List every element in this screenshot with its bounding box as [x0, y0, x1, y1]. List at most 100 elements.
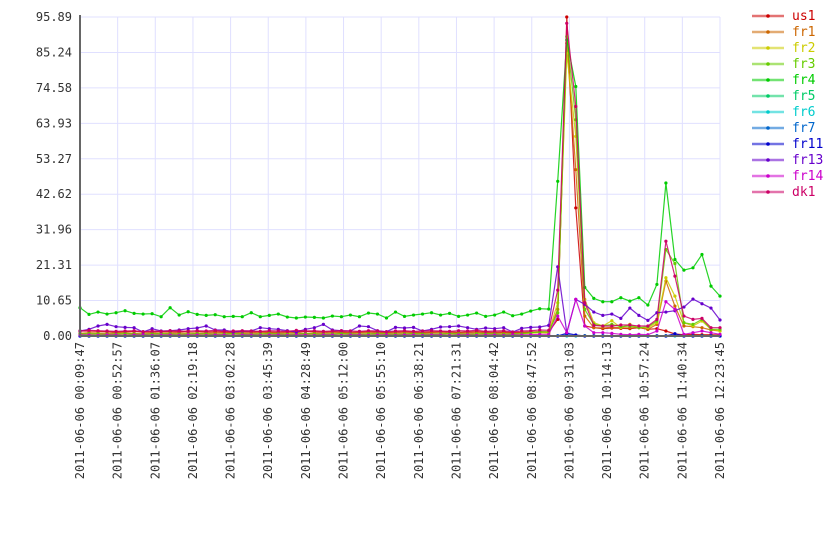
legend-marker	[766, 142, 770, 146]
data-point-fr4	[664, 181, 668, 185]
data-point-dk1	[123, 329, 127, 333]
data-point-fr4	[240, 315, 244, 319]
data-point-fr1	[682, 324, 686, 328]
legend-marker	[766, 78, 770, 82]
data-point-fr13	[258, 326, 262, 330]
x-tick-label: 2011-06-06 00:09:47	[73, 342, 87, 479]
data-point-fr13	[592, 310, 596, 314]
data-point-fr4	[195, 312, 199, 316]
data-point-fr3	[682, 321, 686, 325]
series-fr3	[78, 34, 722, 336]
x-tick-label: 2011-06-06 00:52:57	[111, 342, 125, 479]
legend-item-us1: us1	[752, 9, 815, 24]
data-point-fr14	[664, 300, 668, 304]
data-point-fr4	[114, 311, 118, 315]
data-point-fr4	[276, 312, 280, 316]
data-point-fr1	[592, 326, 596, 330]
data-point-fr13	[204, 324, 208, 328]
data-point-dk1	[411, 329, 416, 333]
data-point-dk1	[204, 329, 208, 333]
x-tick-label: 2011-06-06 12:23:45	[713, 342, 727, 479]
data-point-fr14	[601, 331, 605, 335]
data-point-fr13	[709, 306, 713, 310]
data-point-fr13	[366, 325, 371, 329]
legend-label: fr5	[792, 89, 815, 104]
data-point-fr4	[456, 314, 461, 318]
data-point-dk1	[610, 324, 614, 328]
data-point-fr13	[312, 326, 316, 330]
y-tick-label: 95.89	[36, 10, 72, 24]
data-point-fr4	[375, 312, 380, 316]
legend-item-fr2: fr2	[752, 41, 815, 56]
y-tick-label: 63.93	[36, 116, 72, 130]
legend-label: fr6	[792, 105, 815, 120]
data-point-fr4	[529, 309, 533, 313]
axes	[79, 15, 720, 337]
data-point-fr13	[438, 325, 443, 329]
data-point-fr4	[132, 311, 136, 315]
data-point-fr4	[438, 313, 443, 317]
series-line-fr13	[79, 266, 721, 333]
legend-label: fr11	[792, 137, 823, 152]
data-point-fr4	[700, 252, 704, 257]
data-point-fr4	[547, 307, 551, 311]
legend-item-fr6: fr6	[752, 105, 815, 120]
data-point-dk1	[213, 328, 217, 332]
y-tick-label: 53.27	[36, 152, 72, 166]
data-point-fr13	[447, 325, 452, 329]
series-line-us1	[80, 16, 721, 336]
data-point-fr4	[393, 310, 398, 314]
data-point-dk1	[303, 329, 307, 333]
data-point-fr13	[718, 318, 722, 322]
legend-marker	[766, 46, 770, 50]
legend-item-fr1: fr1	[752, 25, 815, 40]
legend-marker	[766, 110, 770, 114]
data-point-fr4	[150, 312, 154, 316]
data-point-fr14	[709, 331, 713, 335]
data-point-fr4	[267, 313, 271, 317]
x-tick-label: 2011-06-06 10:14:13	[600, 342, 614, 479]
data-point-dk1	[502, 329, 506, 333]
data-point-fr11	[673, 332, 677, 336]
legend-label: fr4	[792, 73, 816, 88]
data-point-fr4	[258, 315, 262, 319]
series-lines	[78, 15, 722, 338]
data-point-dk1	[592, 323, 596, 327]
data-point-fr4	[222, 315, 226, 319]
data-point-fr13	[502, 326, 506, 330]
data-point-dk1	[429, 329, 434, 333]
data-point-dk1	[583, 301, 587, 305]
data-point-fr14	[610, 331, 614, 335]
data-point-fr13	[456, 324, 461, 328]
data-point-dk1	[87, 328, 91, 332]
data-point-dk1	[141, 330, 145, 334]
data-point-dk1	[438, 329, 443, 333]
data-point-dk1	[493, 329, 497, 333]
data-point-dk1	[312, 329, 316, 333]
data-point-fr4	[384, 316, 389, 320]
data-point-fr1	[574, 168, 578, 172]
y-tick-label: 74.58	[36, 81, 72, 95]
data-point-fr4	[447, 311, 452, 315]
data-point-dk1	[330, 329, 334, 333]
legend-label: fr7	[792, 121, 815, 136]
y-tick-label: 42.62	[36, 187, 72, 201]
data-point-fr13	[538, 325, 542, 329]
data-point-fr3	[556, 311, 560, 315]
data-point-fr4	[628, 299, 632, 303]
data-point-dk1	[177, 329, 181, 333]
data-point-fr13	[393, 325, 398, 329]
data-point-dk1	[258, 329, 262, 333]
x-tick-label: 2011-06-06 05:55:10	[374, 342, 388, 479]
data-point-dk1	[475, 328, 479, 332]
data-point-dk1	[249, 329, 253, 333]
data-point-fr4	[411, 313, 416, 317]
data-point-fr4	[682, 268, 686, 272]
data-point-dk1	[484, 329, 488, 333]
data-point-fr4	[646, 303, 650, 307]
data-point-dk1	[321, 329, 325, 333]
data-point-fr13	[601, 313, 605, 317]
data-point-dk1	[456, 329, 461, 333]
x-tick-label: 2011-06-06 04:28:49	[299, 342, 313, 479]
